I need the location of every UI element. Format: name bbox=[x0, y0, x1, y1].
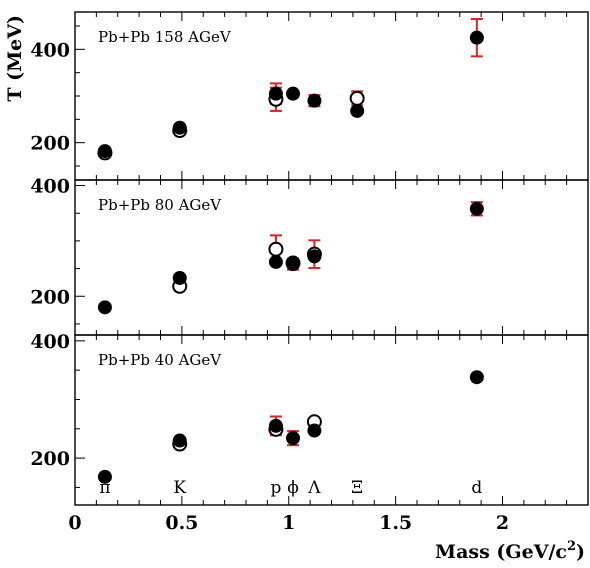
particle-label: K bbox=[173, 478, 186, 498]
y-tick-label: 200 bbox=[30, 133, 70, 155]
panel-title: Pb+Pb 40 AGeV bbox=[98, 351, 222, 369]
filled-marker bbox=[469, 370, 484, 385]
particle-label: p bbox=[270, 478, 281, 498]
panel-2: 200 400 Pb+Pb 80 AGeV bbox=[30, 176, 589, 336]
x-tick-label: 0 bbox=[68, 512, 81, 534]
y-tick-label: 400 bbox=[30, 331, 70, 353]
filled-marker bbox=[286, 257, 301, 272]
filled-marker bbox=[268, 254, 283, 269]
panel-title: Pb+Pb 158 AGeV bbox=[98, 28, 232, 46]
particle-label: Ξ bbox=[351, 478, 363, 498]
filled-marker bbox=[286, 86, 301, 101]
x-tick-label: 1.5 bbox=[379, 512, 412, 534]
filled-marker bbox=[97, 300, 112, 315]
filled-marker bbox=[172, 120, 187, 135]
y-axis-title: T (MeV) bbox=[4, 15, 26, 102]
particle-label: π bbox=[99, 478, 110, 498]
particle-label: d bbox=[471, 478, 482, 498]
open-marker bbox=[268, 241, 284, 257]
x-tick-label: 0.5 bbox=[165, 512, 198, 534]
x-axis-title-superscript: 2 bbox=[567, 539, 576, 554]
x-axis-title: Mass (GeV/c2) bbox=[435, 539, 585, 563]
filled-marker bbox=[469, 30, 484, 45]
filled-marker bbox=[286, 431, 301, 446]
filled-marker bbox=[469, 201, 484, 216]
x-axis-title-end: ) bbox=[576, 541, 585, 563]
x-axis: 0 0.5 1 1.5 2 bbox=[68, 512, 509, 534]
y-tick-label: 200 bbox=[30, 286, 70, 308]
particle-label: ϕ bbox=[287, 478, 299, 498]
filled-marker bbox=[350, 103, 365, 118]
filled-marker bbox=[268, 418, 283, 433]
filled-marker bbox=[97, 144, 112, 159]
filled-marker bbox=[97, 469, 112, 484]
particle-label: Λ bbox=[307, 478, 321, 498]
y-tick-label: 400 bbox=[30, 176, 70, 198]
x-axis-title-main: Mass (GeV/c bbox=[435, 541, 567, 563]
filled-marker bbox=[307, 249, 322, 264]
x-tick-label: 1 bbox=[282, 512, 295, 534]
filled-marker bbox=[172, 433, 187, 448]
filled-marker bbox=[268, 86, 283, 101]
open-marker bbox=[349, 90, 365, 106]
x-tick-label: 2 bbox=[496, 512, 509, 534]
filled-marker bbox=[307, 423, 322, 438]
y-tick-label: 200 bbox=[30, 448, 70, 470]
panel-title: Pb+Pb 80 AGeV bbox=[98, 196, 222, 214]
y-tick-label: 400 bbox=[30, 39, 70, 61]
filled-marker bbox=[172, 270, 187, 285]
filled-marker bbox=[307, 93, 322, 108]
panel-1: 200 400 Pb+Pb 158 AGeV bbox=[30, 11, 589, 181]
